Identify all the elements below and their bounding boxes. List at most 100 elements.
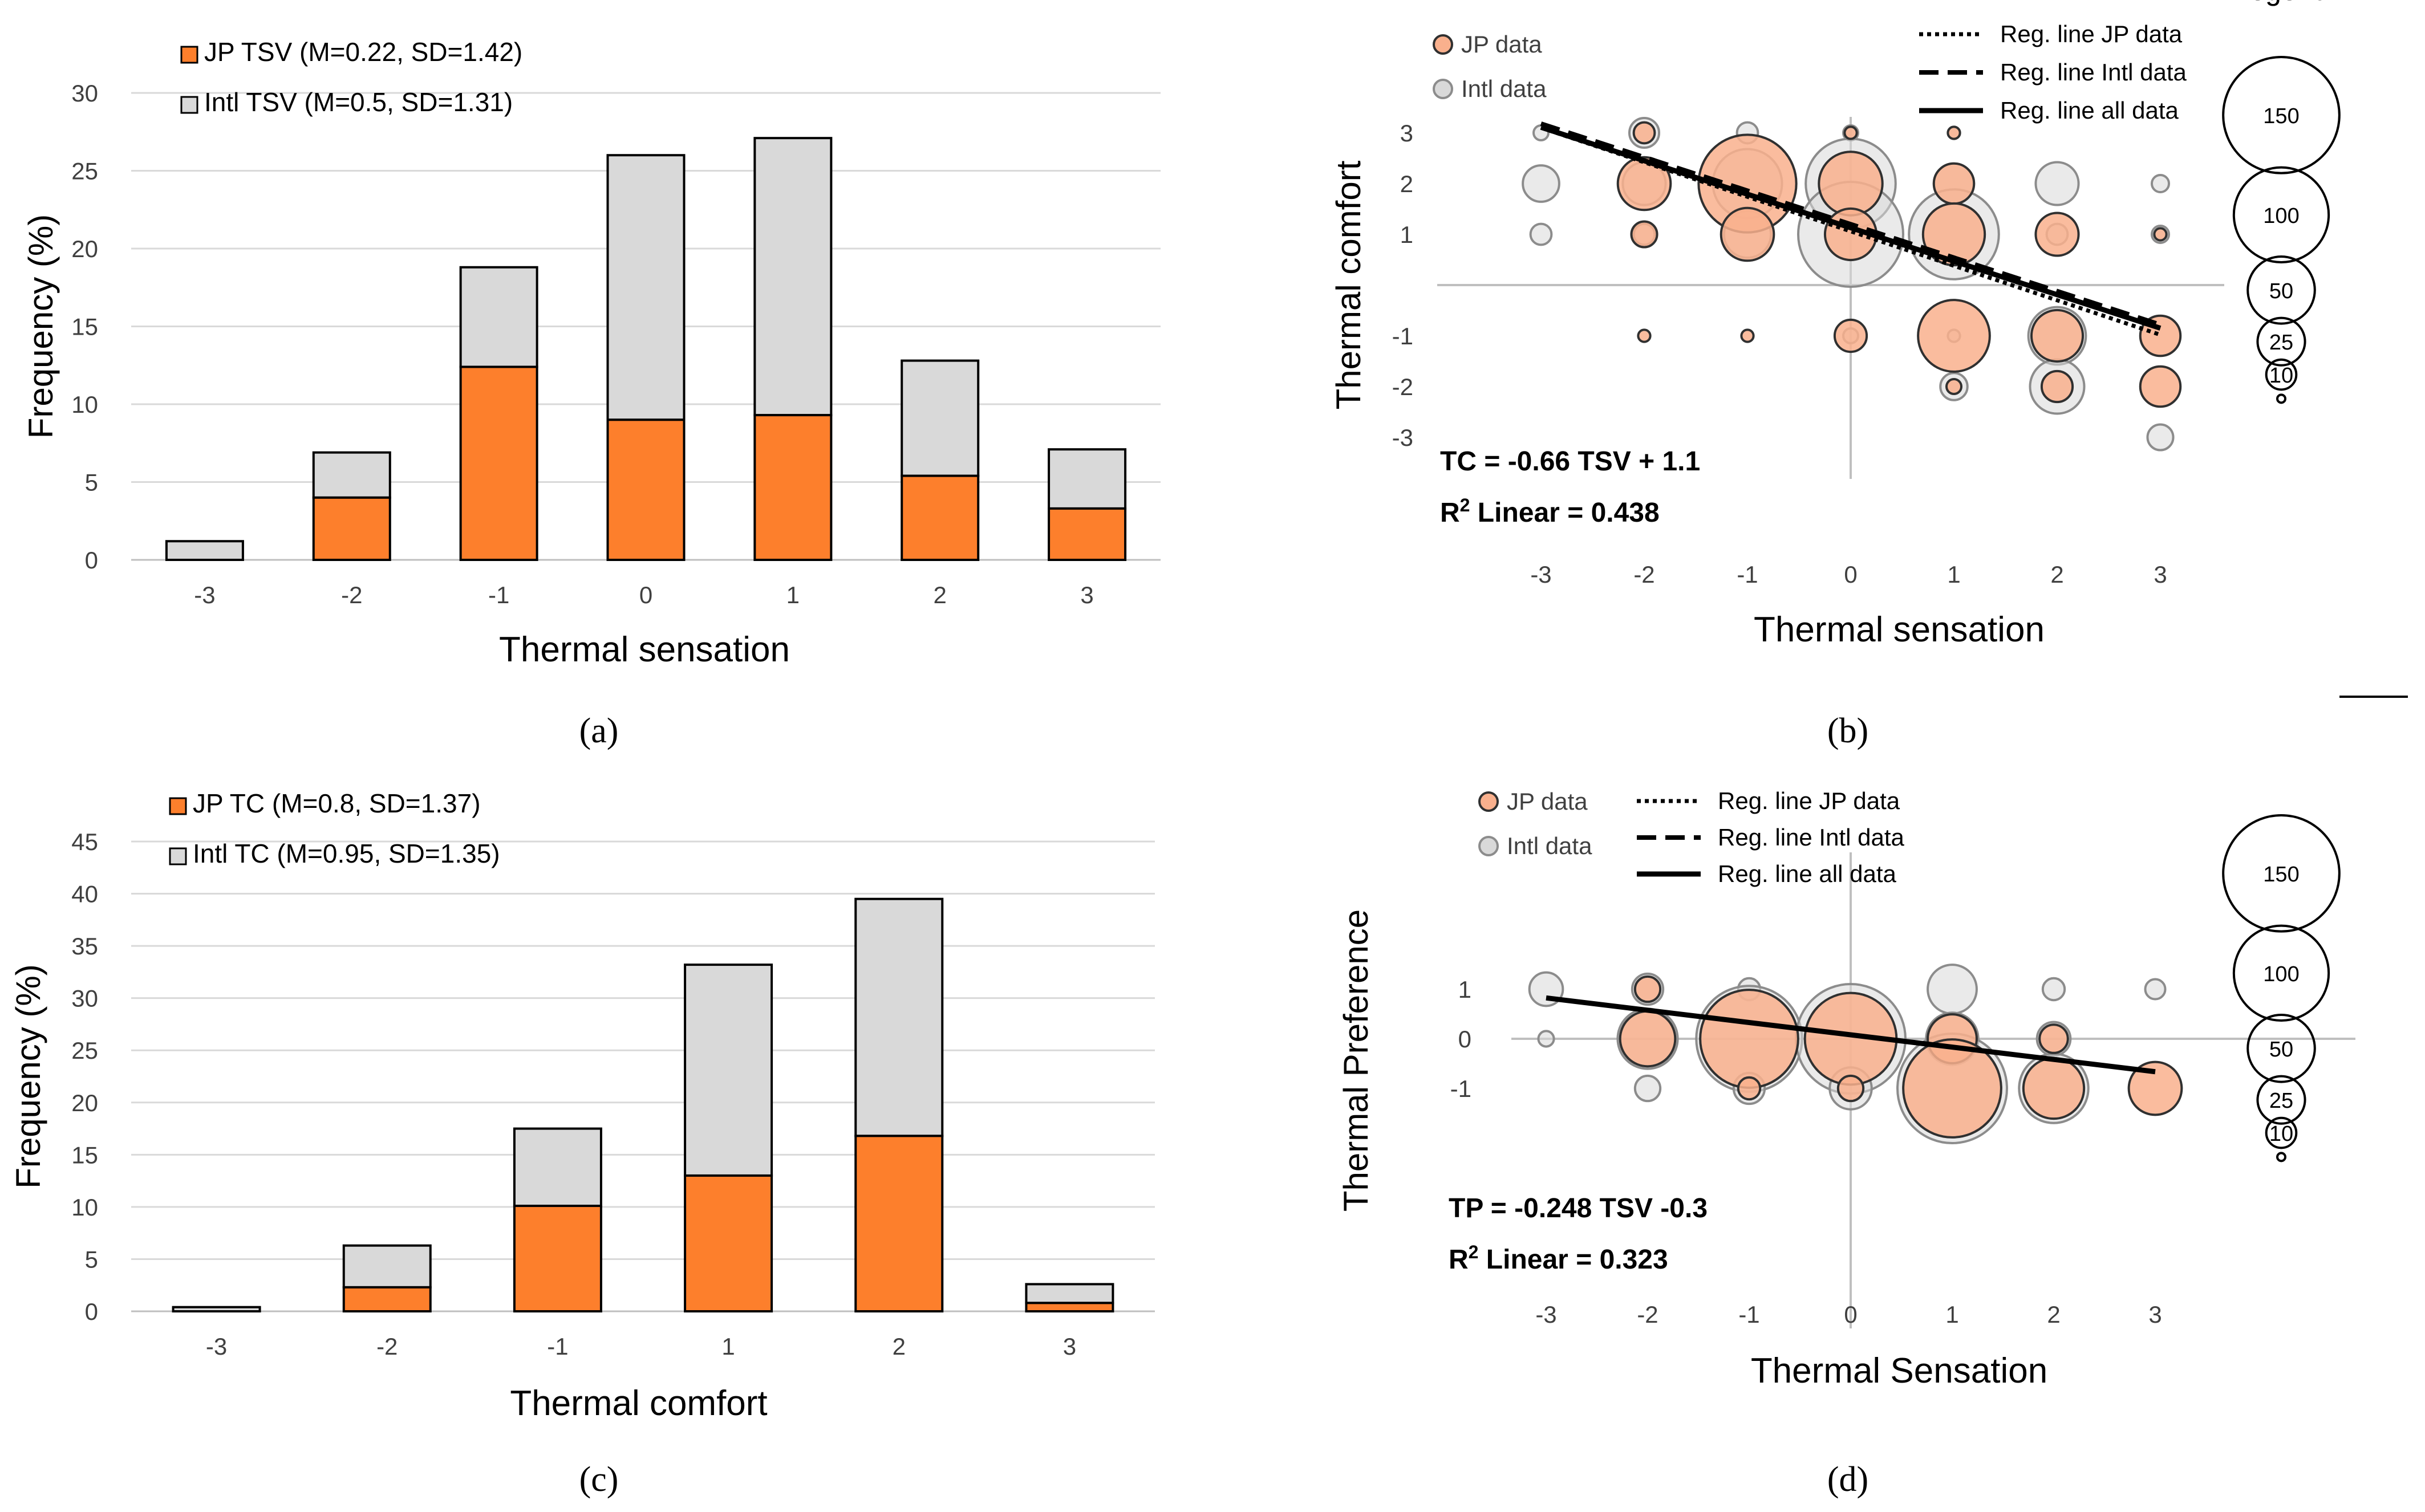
jp-bubble bbox=[1843, 125, 1858, 140]
jp-bar bbox=[1048, 507, 1127, 561]
panel-caption: (d) bbox=[1827, 1460, 1868, 1499]
jp-bar bbox=[513, 1205, 602, 1313]
x-tick-label: 1 bbox=[721, 1333, 735, 1360]
jp-bubble bbox=[1720, 206, 1775, 262]
size-legend-label: 10 bbox=[2269, 364, 2293, 388]
intl-bubble bbox=[1537, 1030, 1555, 1048]
x-axis-title: Thermal Sensation bbox=[1751, 1351, 2047, 1391]
legend-jp-swatch bbox=[180, 46, 198, 64]
jp-bar bbox=[684, 1174, 773, 1313]
y-tick-label: 1 bbox=[1458, 976, 1471, 1003]
r-squared-value: 0.438 bbox=[1591, 498, 1660, 528]
legend-reg-intl-label: Reg. line Intl data bbox=[1718, 824, 1905, 851]
size-legend-label: 50 bbox=[2269, 1038, 2293, 1062]
jp-bubble bbox=[1619, 1010, 1677, 1068]
jp-bubble bbox=[1947, 125, 1961, 140]
y-tick-label: 30 bbox=[71, 985, 98, 1012]
x-tick-label: 0 bbox=[639, 582, 652, 608]
size-legend-label: 150 bbox=[2263, 104, 2299, 128]
legend-reg-jp-label: Reg. line JP data bbox=[1718, 787, 1900, 814]
r-squared-superscript: 2 bbox=[1469, 1242, 1479, 1262]
jp-bar bbox=[753, 414, 833, 561]
y-tick-label: 40 bbox=[71, 881, 98, 908]
legend-intl-swatch bbox=[169, 847, 187, 865]
r-squared-prefix: R bbox=[1440, 498, 1460, 528]
regression-equation: TC = -0.66 TSV + 1.1 bbox=[1440, 446, 1700, 477]
legend-intl-marker bbox=[1478, 836, 1499, 856]
legend-reg-all-label: Reg. line all data bbox=[1718, 860, 1897, 887]
intl-bar bbox=[172, 1306, 261, 1312]
jp-bubble bbox=[2040, 369, 2074, 404]
jp-bubble bbox=[1630, 220, 1658, 249]
jp-bubble bbox=[1637, 328, 1652, 343]
size-legend-circle bbox=[2246, 255, 2316, 325]
jp-bubble bbox=[1945, 377, 1963, 396]
legend-jp-swatch bbox=[169, 797, 187, 815]
y-axis-title: Frequency (%) bbox=[22, 214, 60, 438]
y-tick-label: 5 bbox=[85, 1246, 98, 1273]
regression-line-intl bbox=[1540, 121, 2162, 327]
y-axis-title: Frequency (%) bbox=[9, 964, 47, 1188]
y-tick-label: 2 bbox=[1400, 170, 1413, 197]
jp-bar bbox=[342, 1286, 432, 1313]
size-legend-label: 25 bbox=[2269, 1089, 2293, 1113]
x-tick-label: -2 bbox=[1633, 561, 1654, 588]
panel-caption: (c) bbox=[579, 1460, 619, 1499]
jp-bubble bbox=[1737, 1076, 1762, 1101]
y-axis-title: Thermal comfort bbox=[1329, 160, 1368, 409]
intl-bar bbox=[165, 540, 244, 561]
legend-intl-label: Intl data bbox=[1507, 832, 1592, 859]
y-tick-label: 30 bbox=[71, 80, 98, 107]
jp-bubble bbox=[1836, 1074, 1865, 1103]
jp-bar bbox=[312, 496, 391, 561]
y-tick-label: 15 bbox=[71, 1141, 98, 1168]
x-axis-title: Thermal comfort bbox=[510, 1384, 767, 1423]
jp-bubble bbox=[2038, 1023, 2069, 1054]
jp-bubble bbox=[1616, 156, 1672, 212]
x-tick-label: -1 bbox=[547, 1333, 568, 1360]
jp-bubble bbox=[2127, 1060, 2183, 1116]
size-legend-label: 25 bbox=[2269, 331, 2293, 355]
x-tick-label: 2 bbox=[893, 1333, 906, 1360]
x-tick-label: -2 bbox=[1637, 1301, 1658, 1328]
y-tick-label: 1 bbox=[1400, 221, 1413, 248]
panel-caption: (b) bbox=[1827, 712, 1868, 750]
y-tick-label: 10 bbox=[71, 391, 98, 418]
panel-caption: (a) bbox=[579, 712, 619, 750]
jp-bubble bbox=[2139, 365, 2182, 408]
intl-bubble bbox=[2150, 173, 2171, 194]
x-tick-label: -2 bbox=[376, 1333, 398, 1360]
size-legend-circle bbox=[2232, 166, 2330, 263]
y-tick-label: 15 bbox=[71, 314, 98, 340]
y-tick-label: 35 bbox=[71, 933, 98, 960]
size-legend-label: 50 bbox=[2269, 279, 2293, 303]
x-tick-label: -1 bbox=[1737, 561, 1758, 588]
size-legend-label: 150 bbox=[2263, 863, 2299, 887]
intl-bar bbox=[312, 451, 391, 499]
x-tick-label: 2 bbox=[934, 582, 947, 608]
y-tick-label: -2 bbox=[1392, 373, 1413, 400]
x-tick-label: 2 bbox=[2047, 1301, 2060, 1328]
legend-reg-jp-label: Reg. line JP data bbox=[2000, 21, 2183, 47]
y-tick-label: -1 bbox=[1392, 323, 1413, 349]
intl-bar bbox=[606, 154, 686, 421]
jp-bubble bbox=[2034, 212, 2080, 257]
panel-b-bubble-chart: -3 -2 -1 0 1 2 3 3 2 1 -1 -2 -3 JP data Intl data Reg. … bbox=[1329, 0, 2341, 750]
intl-bubble bbox=[1522, 164, 1560, 203]
y-tick-label: 0 bbox=[85, 1298, 98, 1325]
x-tick-label: 3 bbox=[1080, 582, 1093, 608]
y-tick-label: 20 bbox=[71, 235, 98, 262]
regression-line-all bbox=[1540, 124, 2162, 331]
panel-c-bar-chart: 0 5 10 15 20 25 30 35 40 45 -3 -2 -1 1 2 3 JP TC (M=0.8,… bbox=[9, 788, 1155, 1499]
intl-bar bbox=[753, 137, 833, 417]
r-squared-value: 0.323 bbox=[1600, 1245, 1668, 1275]
size-legend-circle bbox=[2232, 924, 2330, 1022]
intl-bubble bbox=[2146, 423, 2175, 452]
x-tick-label: 3 bbox=[1063, 1333, 1076, 1360]
size-legend-label: 100 bbox=[2263, 962, 2299, 986]
x-tick-label: -3 bbox=[206, 1333, 227, 1360]
jp-bubble bbox=[1633, 975, 1662, 1003]
jp-bubble bbox=[2153, 227, 2168, 242]
y-tick-label: 25 bbox=[71, 158, 98, 185]
intl-bar bbox=[513, 1127, 602, 1208]
